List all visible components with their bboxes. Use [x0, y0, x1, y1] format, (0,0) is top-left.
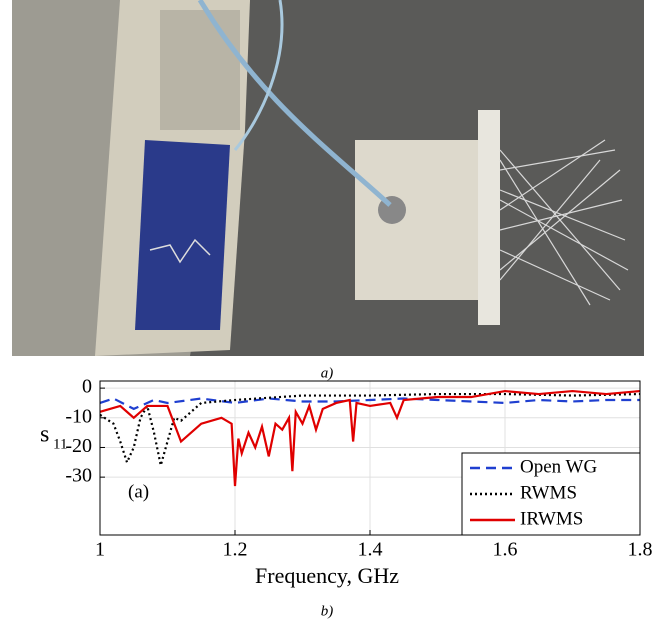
- x-tick-label: 1.8: [628, 539, 653, 561]
- y-tick-label: -30: [65, 465, 92, 487]
- waveguide-box: [355, 140, 490, 300]
- legend-label: RWMS: [520, 482, 577, 503]
- y-tick-label: -10: [65, 405, 92, 427]
- x-tick-label: 1.6: [493, 539, 518, 561]
- series-line: [99, 397, 640, 411]
- series-line: [99, 392, 641, 466]
- x-axis-label: Frequency, GHz: [255, 563, 399, 588]
- analyzer-keys: [160, 10, 240, 130]
- flange: [478, 110, 500, 325]
- analyzer-screen: [135, 140, 230, 330]
- y-tick-label: 0: [82, 376, 92, 398]
- legend-label: Open WG: [520, 456, 597, 477]
- wires: [499, 139, 629, 306]
- cable: [197, 0, 392, 207]
- caption: a): [321, 365, 334, 381]
- legend-box: [461, 452, 641, 536]
- x-tick-label: 1.2: [223, 539, 248, 561]
- plot: 0 -10 -20 -30 1 1.2 1.4 1.6 1.8 (a) Open WG RWMS IRW…: [65, 376, 652, 561]
- y-tick-label: -20: [65, 435, 92, 457]
- annotation: (a): [128, 481, 149, 502]
- legend-label: IRWMS: [520, 508, 583, 529]
- x-tick-label: 1: [95, 539, 105, 561]
- photo: [12, 0, 644, 356]
- y-axis-label: s: [40, 422, 49, 448]
- y-axis-label-subscript: 11: [53, 436, 67, 452]
- x-tick-label: 1.4: [358, 539, 383, 561]
- caption: b): [321, 603, 334, 619]
- cable-2: [233, 0, 284, 151]
- series-line: [99, 389, 641, 487]
- screen-trace: [149, 238, 211, 264]
